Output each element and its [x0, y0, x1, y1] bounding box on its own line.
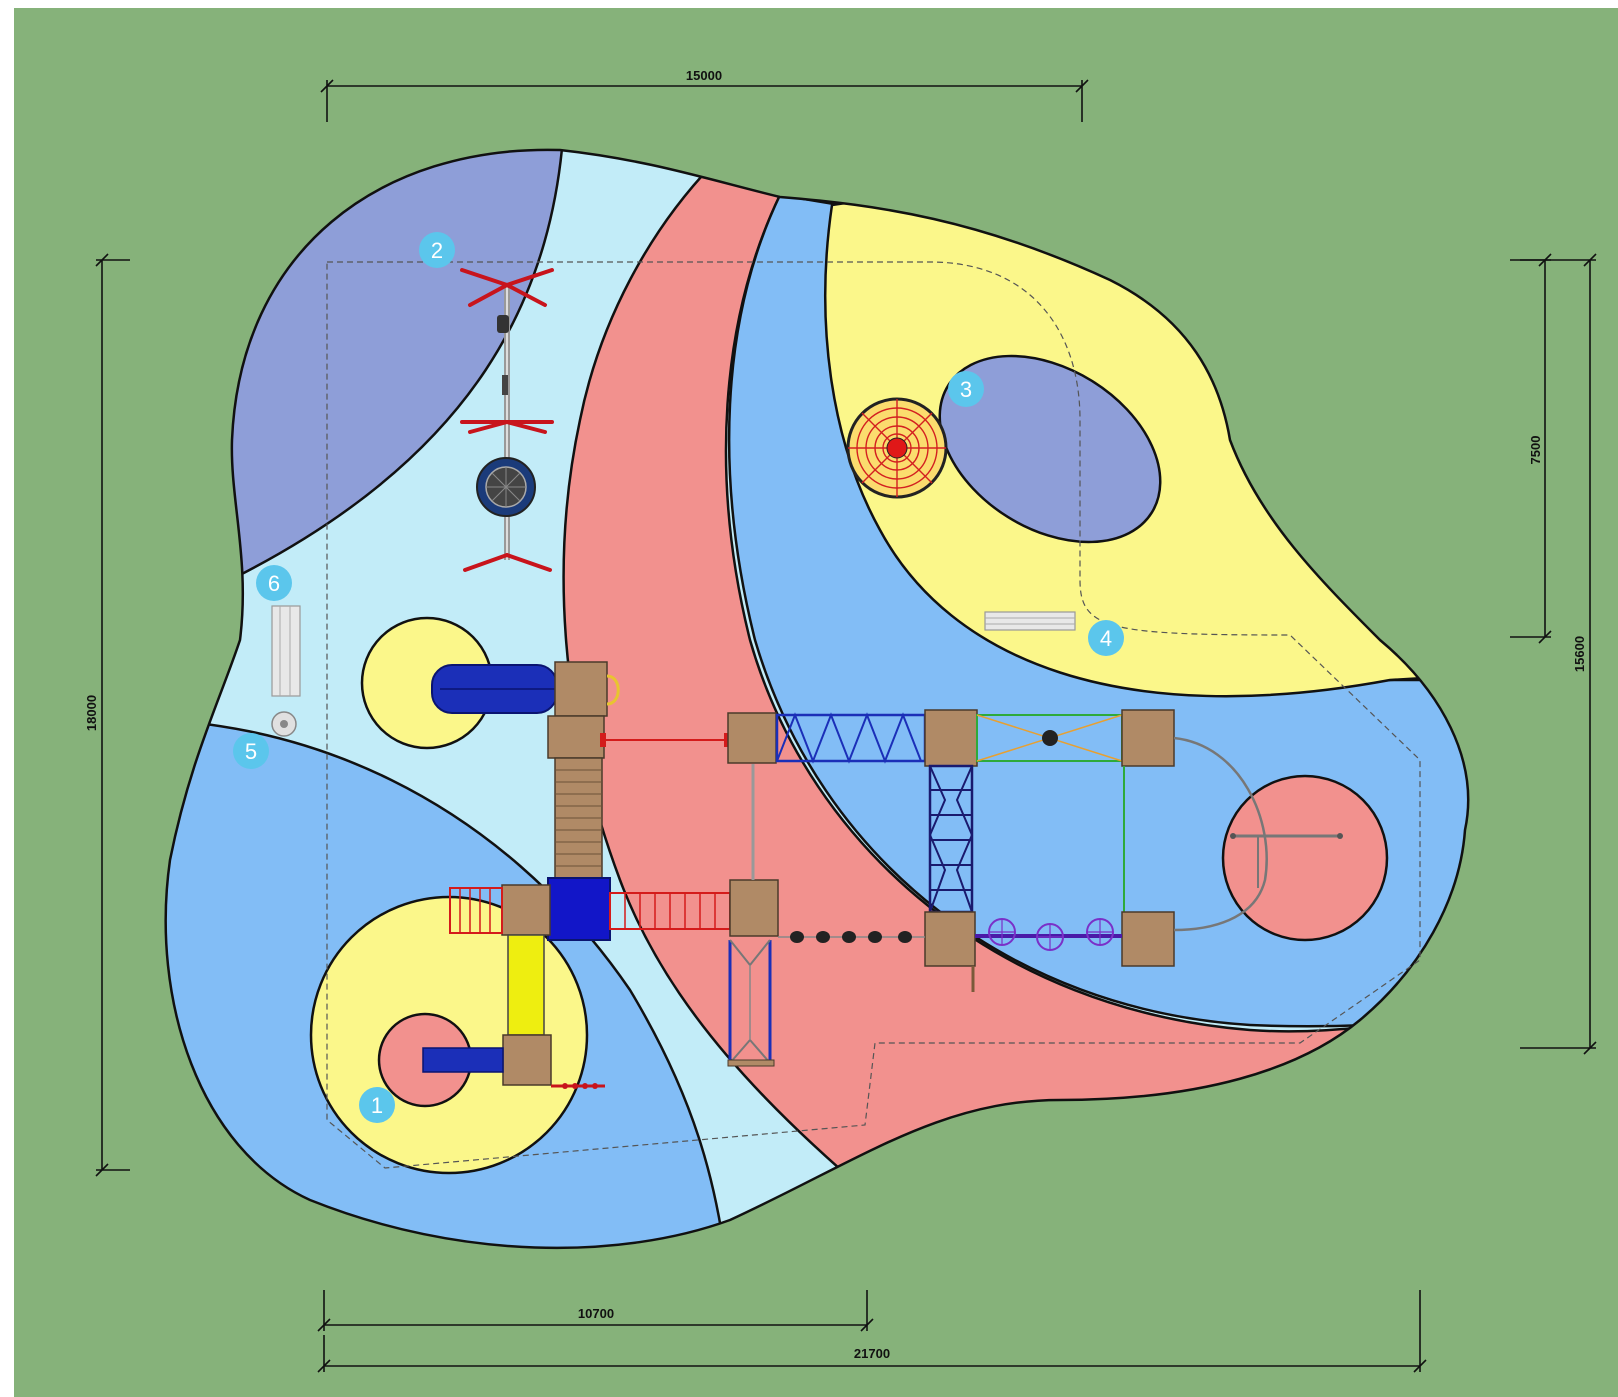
dimension-bottom-partial: 10700	[317, 1290, 874, 1332]
swing-seat-1	[497, 315, 509, 333]
marker-6-label: 6	[268, 571, 280, 596]
dim-text-bottom-total: 21700	[854, 1346, 890, 1361]
marker-1: 1	[359, 1087, 395, 1123]
surface-outline	[164, 148, 1470, 1250]
marker-1-label: 1	[371, 1093, 383, 1118]
small-blue-slide	[422, 1047, 504, 1073]
marker-4: 4	[1088, 620, 1124, 656]
zone-pink-circle-right	[1221, 774, 1389, 942]
curved-rail	[1173, 736, 1268, 932]
swing-set	[460, 268, 554, 572]
marker-5-label: 5	[245, 739, 257, 764]
play-structure	[422, 661, 1343, 1089]
marker-2: 2	[419, 232, 455, 268]
marker-4-label: 4	[1100, 626, 1112, 651]
bench-4	[984, 611, 1076, 631]
boundary-dashed	[326, 261, 1421, 1169]
central-blue-deck	[547, 877, 611, 941]
marker-6: 6	[256, 565, 292, 601]
marker-5: 5	[233, 733, 269, 769]
yellow-slide	[507, 934, 545, 1036]
marker-3: 3	[948, 371, 984, 407]
swing-seat-2	[502, 375, 508, 395]
dimension-left: 18000	[84, 253, 130, 1177]
marker-2-label: 2	[431, 238, 443, 263]
dimension-bottom-total: 21700	[317, 1290, 1427, 1373]
trash-bin	[271, 711, 297, 737]
dimension-right-total: 15600	[1520, 253, 1597, 1055]
red-climber	[449, 887, 503, 934]
zone-pink	[562, 163, 1452, 1248]
dim-text-top: 15000	[686, 68, 722, 83]
dim-text-bottom-partial: 10700	[578, 1306, 614, 1321]
zone-lavender-ellipse	[938, 354, 1162, 544]
dimension-top: 15000	[320, 68, 1089, 122]
bench-6	[271, 605, 301, 697]
dim-text-right-upper: 7500	[1528, 436, 1543, 465]
marker-3-label: 3	[960, 377, 972, 402]
rope-carousel	[846, 397, 948, 499]
dim-text-right-total: 15600	[1572, 636, 1587, 672]
dim-text-left: 18000	[84, 695, 99, 731]
